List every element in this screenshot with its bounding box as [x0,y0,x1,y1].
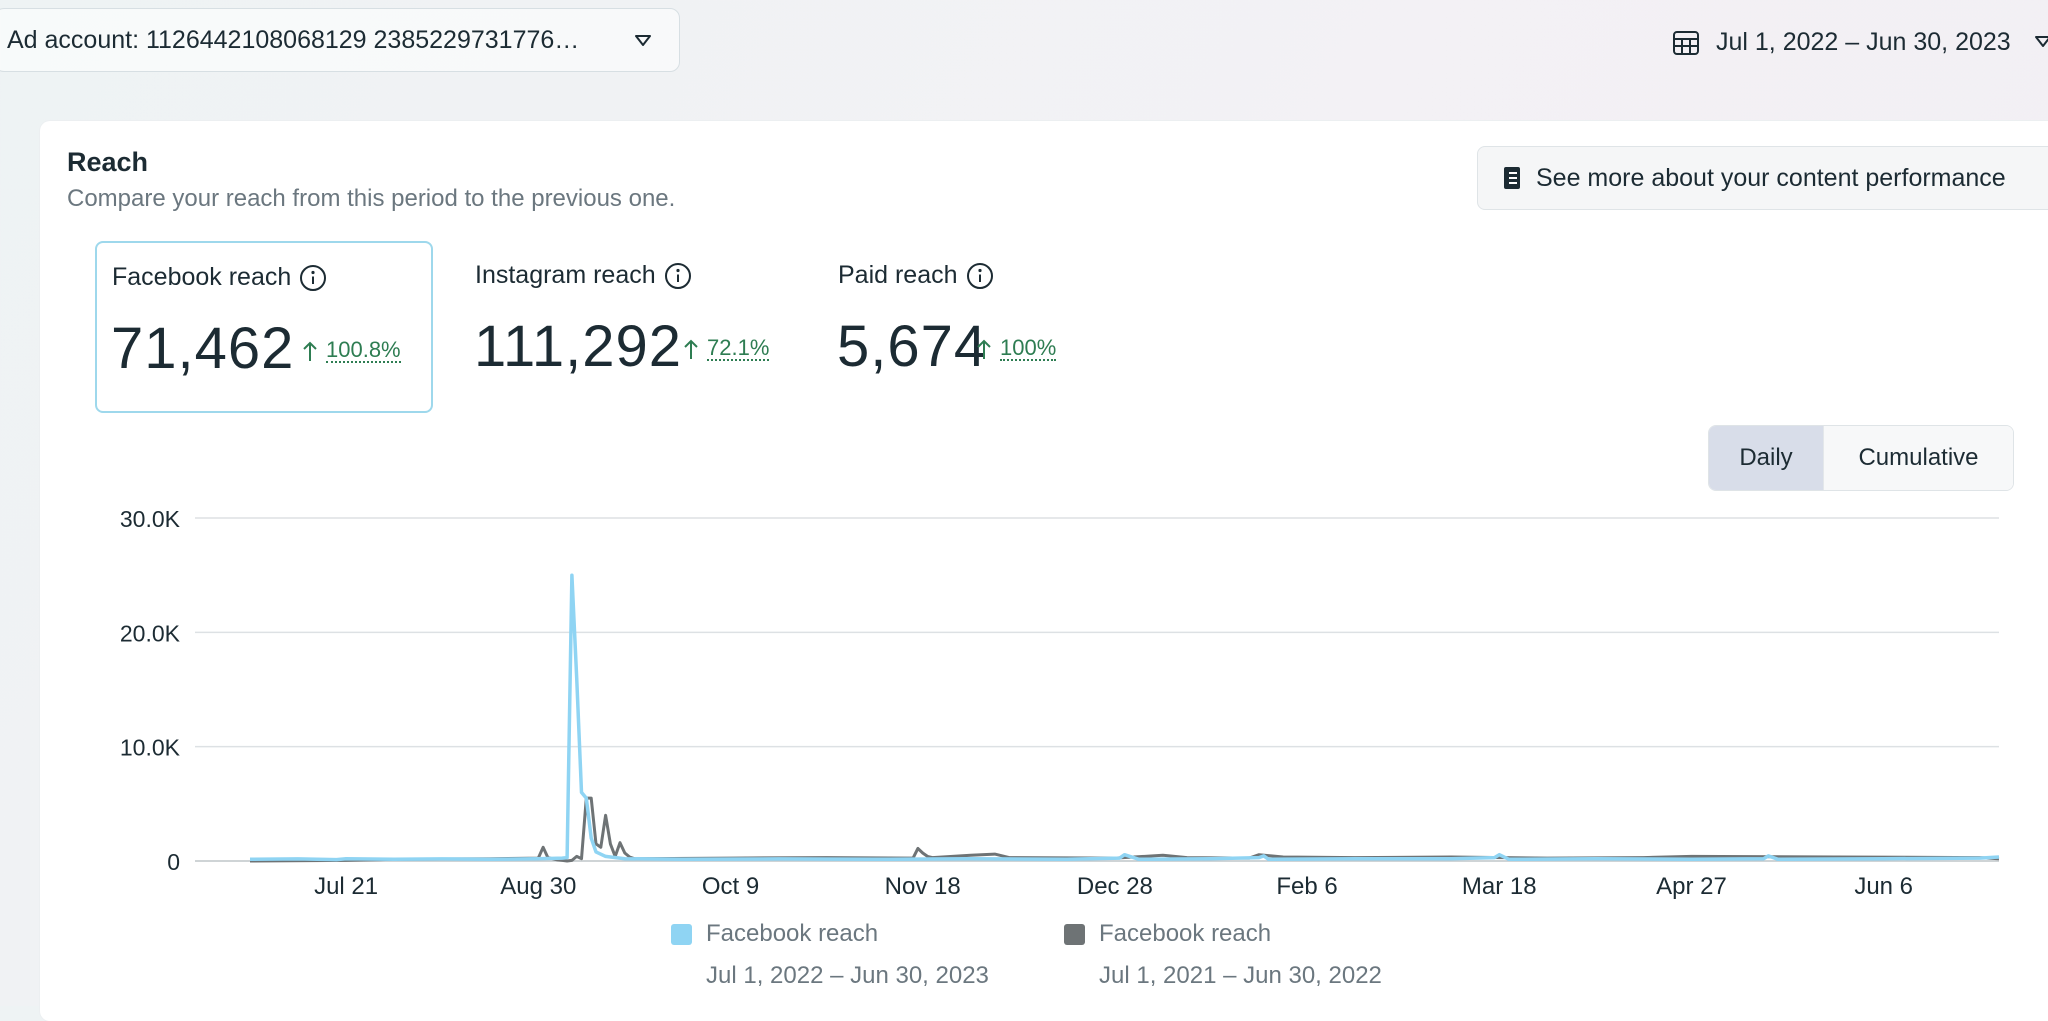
metric-value: 5,674 [837,314,988,379]
metric-value: 71,462 [111,316,295,381]
calendar-icon [1673,31,1699,55]
legend-swatch-current [671,924,692,945]
legend-series-name: Facebook reach [706,920,879,947]
info-icon[interactable] [664,262,692,290]
arrow-up-icon [977,339,991,359]
content-performance-label: See more about your content performance [1536,163,2006,192]
card-subtitle: Compare your reach from this period to t… [67,185,676,212]
legend-series-name: Facebook reach [1099,920,1272,947]
arrow-up-icon [684,339,698,359]
notebook-icon [1504,167,1520,189]
metric-title-row: Facebook reach [112,263,327,292]
series-line-previous-period [249,796,2000,863]
metric-paid-reach[interactable]: Paid reach 5,674 100% [823,241,1153,413]
card-title: Reach [67,147,149,177]
info-icon[interactable] [299,264,327,292]
x-tick-label: Mar 18 [1462,873,1537,900]
x-tick-label: Oct 9 [702,873,759,900]
x-tick-label: Aug 30 [500,873,576,900]
date-range-picker[interactable]: Jul 1, 2022 – Jun 30, 2023 [1672,18,2048,66]
series-line-current-period [249,573,2000,862]
daily-button[interactable]: Daily [1709,426,1823,490]
info-icon[interactable] [966,262,994,290]
metric-delta-percent[interactable]: 100% [1000,335,1057,361]
x-tick-label: Apr 27 [1656,873,1727,900]
metric-title-row: Instagram reach [475,261,692,290]
x-tick-label: Dec 28 [1077,873,1153,900]
legend-series-period: Jul 1, 2021 – Jun 30, 2022 [1099,962,1382,989]
metric-value: 111,292 [474,314,683,379]
chevron-down-icon [635,35,651,46]
content-performance-button[interactable]: See more about your content performance [1477,146,2048,210]
x-tick-label: Jun 6 [1854,873,1913,900]
date-range-label: Jul 1, 2022 – Jun 30, 2023 [1716,27,2011,56]
top-bar: Ad account: 1126442108068129 23852297317… [0,0,2048,90]
y-tick-label: 20.0K [120,620,181,646]
metric-title: Paid reach [838,261,958,289]
metric-delta-percent[interactable]: 100.8% [326,337,401,363]
metric-title: Facebook reach [112,263,292,291]
ad-account-selector[interactable]: Ad account: 1126442108068129 23852297317… [0,8,680,72]
arrow-up-icon [303,341,317,361]
metric-title-row: Paid reach [838,261,994,290]
metric-title: Instagram reach [475,261,656,289]
view-mode-toggle: Daily Cumulative [1708,425,2014,491]
metric-facebook-reach[interactable]: Facebook reach 71,462 100.8% [95,241,433,413]
x-tick-label: Nov 18 [885,873,961,900]
chevron-down-icon [2034,36,2048,47]
metric-delta: 100.8% [302,339,401,363]
legend-series-period: Jul 1, 2022 – Jun 30, 2023 [706,962,989,989]
ad-account-label: Ad account: 1126442108068129 23852297317… [7,25,580,54]
cumulative-button[interactable]: Cumulative [1823,426,2013,490]
y-tick-label: 30.0K [120,506,181,532]
metric-delta-percent[interactable]: 72.1% [707,335,770,361]
y-tick-label: 10.0K [120,735,181,761]
legend-swatch-previous [1064,924,1085,945]
x-tick-label: Feb 6 [1276,873,1337,900]
x-tick-label: Jul 21 [314,873,378,900]
y-tick-label: 0 [167,849,180,875]
metric-delta: 100% [976,335,1057,361]
reach-card: Reach Compare your reach from this perio… [40,121,2048,1021]
metric-delta: 72.1% [683,335,770,361]
metric-instagram-reach[interactable]: Instagram reach 111,292 72.1% [460,241,810,413]
